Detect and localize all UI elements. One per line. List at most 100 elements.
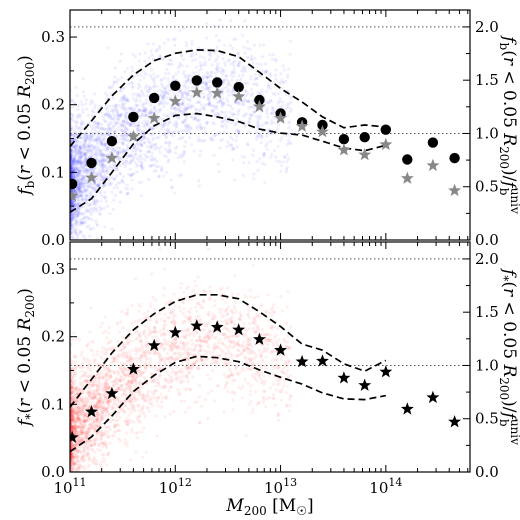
top-cloud-dot (243, 155, 247, 159)
top-cloud-dot (94, 177, 99, 182)
top-cloud-dot (71, 214, 75, 218)
top-cloud-dot (97, 137, 102, 142)
bottom-cloud-dot (184, 367, 189, 371)
top-cloud-dot (137, 108, 141, 112)
top-cloud-dot (124, 149, 128, 153)
top-cloud-dot (245, 99, 250, 103)
top-cloud-dot (90, 127, 94, 131)
top-cloud-dot (183, 107, 187, 111)
top-cloud-dot (70, 161, 73, 166)
bottom-cloud-dot (73, 410, 77, 414)
top-cloud-dot (96, 183, 100, 187)
top-cloud-dot (126, 111, 130, 115)
bottom-cloud-dot (137, 390, 141, 394)
top-cloud-dot (249, 105, 253, 109)
bottom-cloud-dot (228, 340, 232, 344)
top-cloud-dot (111, 162, 115, 166)
bottom-cloud-dot (106, 400, 110, 405)
top-cloud-dot (96, 183, 100, 187)
top-cloud-dot (198, 138, 203, 142)
bottom-cloud-dot (186, 353, 190, 357)
top-cloud-dot (70, 200, 74, 205)
bottom-cloud-dot (171, 319, 175, 323)
bottom-cloud-dot (187, 370, 191, 375)
bottom-cloud-dot (97, 406, 101, 410)
bottom-cloud-dot (240, 352, 244, 356)
top-cloud-dot (104, 169, 108, 174)
bottom-cloud-dot (104, 444, 108, 448)
top-cloud-dot (130, 187, 134, 191)
top-cloud-dot (223, 119, 227, 123)
bottom-cloud-dot (287, 346, 291, 350)
top-cloud-dot (114, 194, 118, 198)
top-cloud-dot (75, 166, 79, 170)
bottom-cloud-dot (101, 375, 105, 379)
top-cloud-dot (81, 142, 85, 146)
top-cloud-dot (112, 198, 116, 202)
top-cloud-dot (71, 216, 76, 220)
top-cloud-dot (178, 64, 182, 68)
top-cloud-dot (163, 90, 167, 94)
top-cloud-dot (71, 200, 76, 204)
bottom-cloud-dot (271, 326, 275, 330)
bottom-cloud-dot (108, 347, 112, 351)
bottom-cloud-dot (249, 357, 253, 361)
bottom-cloud-dot (229, 317, 233, 321)
bottom-cloud-dot (73, 395, 77, 399)
top-cloud-dot (88, 202, 93, 206)
top-cloud-dot (209, 74, 213, 78)
top-cloud-dot (142, 76, 146, 80)
bottom-cloud-dot (195, 339, 199, 343)
top-cloud-dot (271, 91, 275, 95)
top-cloud-dot (86, 190, 90, 194)
top-cloud-dot (80, 173, 84, 177)
top-cloud-dot (169, 96, 173, 100)
bottom-cloud-dot (241, 349, 245, 353)
bottom-cloud-dot (70, 394, 73, 399)
top-cloud-dot (253, 56, 257, 61)
top-cloud-dot (126, 191, 130, 195)
bottom-cloud-dot (235, 371, 240, 375)
bottom-cloud-dot (185, 362, 189, 366)
top-cloud-dot (139, 95, 143, 99)
top-cloud-dot (189, 126, 194, 130)
top-cloud-dot (104, 143, 108, 147)
bottom-cloud-dot (91, 458, 95, 462)
bottom-cloud-dot (173, 314, 178, 318)
top-cloud-dot (95, 142, 99, 146)
top-cloud-dot (127, 172, 131, 176)
bottom-cloud-dot (230, 309, 234, 313)
top-cloud-dot (141, 124, 145, 128)
top-cloud-dot (202, 80, 206, 84)
top-cloud-dot (186, 77, 190, 81)
bottom-cloud-dot (70, 455, 73, 459)
top-cloud-dot (166, 38, 170, 42)
bottom-cloud-dot (163, 377, 167, 381)
bottom-cloud-dot (133, 277, 138, 281)
top-cloud-dot (80, 190, 84, 194)
top-cloud-dot (215, 67, 219, 71)
top-cloud-dot (184, 124, 188, 128)
top-cloud-dot (211, 138, 215, 142)
top-cloud-dot (95, 236, 99, 240)
top-cloud-dot (84, 102, 88, 106)
top-cloud-dot (100, 142, 104, 146)
bottom-cloud-dot (137, 333, 141, 337)
top-cloud-dot (209, 70, 213, 74)
top-cloud-dot (118, 200, 122, 204)
top-cloud-dot (103, 164, 107, 168)
top-cloud-dot (235, 101, 239, 105)
top-cloud-dot (87, 184, 91, 189)
bottom-cloud-dot (109, 375, 113, 379)
top-cloud-dot (157, 175, 161, 179)
top-circle-point (149, 92, 160, 104)
top-cloud-dot (94, 186, 98, 190)
bottom-cloud-dot (93, 426, 97, 430)
bottom-cloud-dot (102, 386, 106, 390)
bottom-cloud-dot (112, 383, 116, 387)
top-cloud-dot (152, 42, 156, 46)
top-cloud-dot (108, 175, 112, 179)
top-cloud-dot (197, 109, 202, 113)
top-cloud-dot (196, 136, 200, 140)
bottom-cloud-dot (170, 375, 174, 379)
